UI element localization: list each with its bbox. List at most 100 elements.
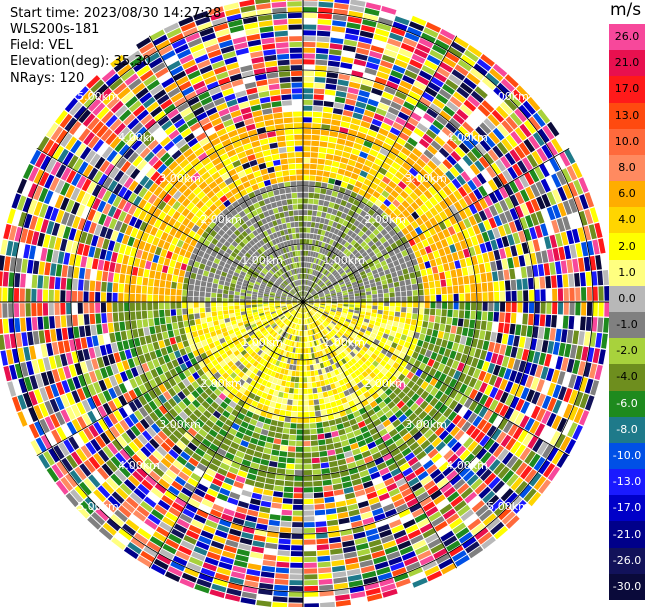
velocity-gate <box>450 495 464 508</box>
velocity-gate <box>308 297 313 300</box>
velocity-gate <box>579 194 589 210</box>
velocity-gate <box>568 316 575 330</box>
velocity-gate <box>290 309 295 314</box>
velocity-gate <box>361 218 368 226</box>
velocity-gate <box>372 212 380 220</box>
velocity-gate <box>148 389 158 400</box>
velocity-gate <box>510 477 524 491</box>
velocity-gate <box>216 493 229 502</box>
velocity-gate <box>313 258 317 264</box>
velocity-gate <box>296 342 299 348</box>
velocity-gate <box>431 266 439 274</box>
velocity-gate <box>413 235 421 244</box>
velocity-gate <box>389 292 395 298</box>
velocity-gate <box>317 339 322 345</box>
velocity-gate <box>314 284 318 289</box>
velocity-gate <box>376 208 384 216</box>
velocity-gate <box>118 407 128 419</box>
velocity-gate <box>149 270 156 279</box>
velocity-gate <box>395 438 405 447</box>
velocity-gate <box>517 160 528 174</box>
velocity-gate <box>276 468 286 475</box>
velocity-gate <box>187 296 193 302</box>
velocity-gate <box>338 353 344 360</box>
velocity-gate <box>452 550 467 562</box>
velocity-gate <box>388 392 397 401</box>
velocity-gate <box>54 315 61 328</box>
velocity-gate <box>347 353 353 360</box>
velocity-gate <box>365 330 372 336</box>
velocity-gate <box>248 392 256 400</box>
velocity-gate <box>315 240 319 246</box>
velocity-gate <box>334 235 340 242</box>
velocity-gate <box>303 47 316 53</box>
velocity-gate <box>229 333 236 339</box>
velocity-gate <box>315 286 320 291</box>
velocity-gate <box>331 278 337 283</box>
velocity-gate <box>512 426 524 440</box>
velocity-gate <box>89 280 96 292</box>
velocity-gate <box>202 562 217 572</box>
velocity-gate <box>330 260 336 266</box>
velocity-gate <box>465 293 471 302</box>
velocity-gate <box>343 276 349 281</box>
velocity-gate <box>382 333 389 339</box>
velocity-gate <box>114 263 122 273</box>
velocity-gate <box>267 342 273 349</box>
velocity-gate <box>176 356 185 365</box>
velocity-gate <box>363 333 370 339</box>
velocity-gate <box>478 185 488 197</box>
velocity-gate <box>340 121 351 129</box>
velocity-gate <box>493 312 500 322</box>
velocity-gate <box>307 294 312 299</box>
velocity-gate <box>443 486 456 498</box>
velocity-gate <box>384 233 392 241</box>
velocity-gate <box>423 229 432 239</box>
velocity-gate <box>505 116 518 130</box>
velocity-gate <box>372 451 382 460</box>
velocity-gate <box>134 532 149 545</box>
velocity-gate <box>481 100 495 113</box>
velocity-gate <box>479 139 491 152</box>
velocity-gate <box>329 358 335 365</box>
velocity-gate <box>61 457 74 472</box>
velocity-gate <box>257 297 263 300</box>
velocity-gate <box>405 260 413 268</box>
velocity-gate <box>221 327 228 333</box>
velocity-gate <box>475 126 487 139</box>
velocity-gate <box>440 316 447 324</box>
velocity-gate <box>558 246 566 261</box>
velocity-gate <box>185 417 195 427</box>
velocity-gate <box>338 218 345 225</box>
velocity-gate <box>334 325 340 331</box>
velocity-gate <box>166 273 173 282</box>
velocity-gate <box>343 389 350 397</box>
velocity-gate <box>188 498 201 508</box>
velocity-gate <box>140 501 153 513</box>
velocity-gate <box>359 559 374 568</box>
velocity-gate <box>317 280 322 285</box>
velocity-gate <box>139 336 147 346</box>
velocity-gate <box>377 289 383 294</box>
velocity-gate <box>221 550 236 559</box>
velocity-gate <box>247 339 254 346</box>
velocity-gate <box>262 360 269 367</box>
velocity-gate <box>99 345 107 356</box>
velocity-gate <box>304 325 306 331</box>
velocity-gate <box>312 316 317 321</box>
velocity-gate <box>388 75 401 85</box>
velocity-gate <box>517 290 523 302</box>
velocity-gate <box>357 342 364 349</box>
velocity-gate <box>552 399 563 414</box>
velocity-gate <box>348 294 354 297</box>
velocity-gate <box>502 452 514 465</box>
velocity-gate <box>189 319 196 326</box>
velocity-gate <box>217 310 223 316</box>
velocity-gate <box>188 314 195 320</box>
velocity-gate <box>317 550 330 556</box>
velocity-gate <box>193 261 200 268</box>
velocity-gate <box>407 137 418 147</box>
velocity-gate <box>286 313 291 318</box>
velocity-gate <box>161 426 172 437</box>
velocity-gate <box>452 522 467 535</box>
